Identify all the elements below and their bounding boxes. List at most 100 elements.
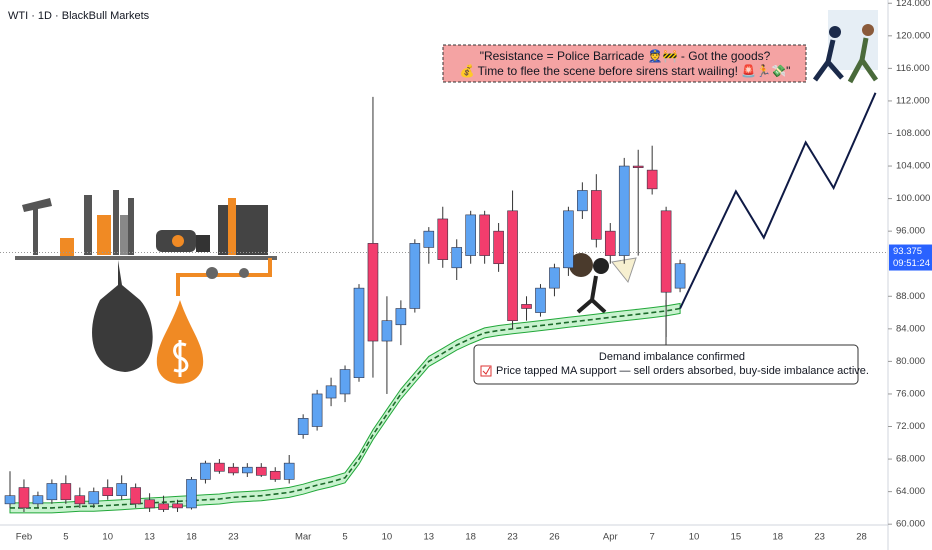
ma-band xyxy=(9,302,681,514)
x-tick-label: Mar xyxy=(295,532,311,543)
x-tick-label: 23 xyxy=(814,532,825,543)
annotation-text: "Resistance = Police Barricade 👮🚧 - Got … xyxy=(480,48,771,63)
x-tick-label: 18 xyxy=(186,532,197,543)
thief-illustration xyxy=(569,253,637,314)
moving-average xyxy=(10,307,681,509)
y-tick-label: 80.000 xyxy=(896,356,925,367)
x-tick-label: 26 xyxy=(549,532,560,543)
candle-body xyxy=(102,487,114,496)
x-tick-label: 13 xyxy=(144,532,155,543)
annotation-box xyxy=(442,44,807,83)
candle-body xyxy=(632,165,644,168)
y-tick-label: 112.000 xyxy=(896,95,930,106)
candle-body xyxy=(228,466,239,474)
candle-body xyxy=(395,308,407,326)
y-tick-label: 120.000 xyxy=(896,30,930,41)
countdown-label: 09:51:24 xyxy=(893,258,930,269)
candle-body xyxy=(297,418,309,435)
y-tick-label: 124.000 xyxy=(896,0,930,9)
candle-body xyxy=(172,503,183,509)
candle-body xyxy=(521,304,532,309)
x-tick-label: Apr xyxy=(603,532,618,543)
y-tick-label: 100.000 xyxy=(896,193,930,204)
annotation-text: 💰 Time to flee the scene before sirens s… xyxy=(460,64,791,78)
y-tick-label: 108.000 xyxy=(896,128,930,139)
candle-body xyxy=(577,190,588,212)
candle-body xyxy=(325,385,337,399)
x-tick-label: 18 xyxy=(773,532,784,543)
y-tick-label: 104.000 xyxy=(896,161,930,172)
candle-body xyxy=(46,483,58,501)
x-tick-label: 23 xyxy=(228,532,239,543)
candle-body xyxy=(604,230,616,256)
candle-body xyxy=(465,214,476,256)
x-tick-label: 13 xyxy=(424,532,435,543)
candle-body xyxy=(493,230,504,265)
candle-body xyxy=(507,210,518,321)
x-tick-label: 10 xyxy=(689,532,700,543)
candle-body xyxy=(479,214,490,256)
candle-body xyxy=(60,483,72,501)
candle-body xyxy=(563,210,574,269)
candle-body xyxy=(18,487,30,509)
candle-body xyxy=(353,287,365,378)
candle-body xyxy=(158,503,169,510)
candle-body xyxy=(591,190,602,240)
candle-body xyxy=(535,287,546,313)
x-tick-label: 10 xyxy=(102,532,113,543)
candle-body xyxy=(88,491,100,505)
check-icon xyxy=(482,366,491,375)
candle-body xyxy=(339,369,351,395)
candle-body xyxy=(409,243,421,309)
y-tick-label: 84.000 xyxy=(896,323,925,334)
candle-body xyxy=(255,466,267,476)
candle-body xyxy=(618,165,630,256)
candle-body xyxy=(74,495,86,505)
y-tick-label: 116.000 xyxy=(896,63,930,74)
candle-body xyxy=(200,462,211,480)
refinery-illustration xyxy=(15,190,277,384)
candle-body xyxy=(186,479,197,509)
candle-body xyxy=(549,267,560,289)
candle-body xyxy=(660,210,672,293)
y-tick-label: 88.000 xyxy=(896,291,925,302)
candle-body xyxy=(381,320,393,342)
x-tick-label: 5 xyxy=(63,532,68,543)
check-icon xyxy=(480,365,492,377)
y-tick-label: 72.000 xyxy=(896,421,925,432)
police-illustration xyxy=(812,10,879,84)
candle-body xyxy=(437,218,449,260)
y-tick-label: 68.000 xyxy=(896,454,925,465)
candle-body xyxy=(32,495,44,505)
chart-title: WTI · 1D · BlackBull Markets xyxy=(8,10,150,22)
candle-body xyxy=(4,495,16,505)
x-tick-label: 7 xyxy=(650,532,655,543)
last-price-label: 93.375 xyxy=(893,246,922,257)
candle-body xyxy=(451,247,463,269)
last-price-tag xyxy=(889,244,932,271)
candle-body xyxy=(311,393,323,427)
candle-body xyxy=(423,230,435,248)
candle-body xyxy=(269,470,281,480)
x-tick-label: 18 xyxy=(465,532,476,543)
x-tick-label: 28 xyxy=(856,532,867,543)
y-tick-label: 96.000 xyxy=(896,226,925,237)
candle-body xyxy=(646,169,658,190)
candle-body xyxy=(214,462,225,472)
candle-body xyxy=(242,466,253,474)
projection-line xyxy=(679,92,877,309)
x-tick-label: 15 xyxy=(731,532,742,543)
candle-body xyxy=(367,243,379,342)
x-tick-label: 10 xyxy=(382,532,393,543)
x-tick-label: Feb xyxy=(16,532,32,543)
x-tick-label: 23 xyxy=(507,532,518,543)
y-tick-label: 64.000 xyxy=(896,486,925,497)
annotation-text: Demand imbalance confirmed xyxy=(599,351,745,363)
y-tick-label: 60.000 xyxy=(896,519,925,530)
candle-body xyxy=(130,487,141,505)
candle-body xyxy=(283,462,295,480)
candle-body xyxy=(674,263,686,289)
